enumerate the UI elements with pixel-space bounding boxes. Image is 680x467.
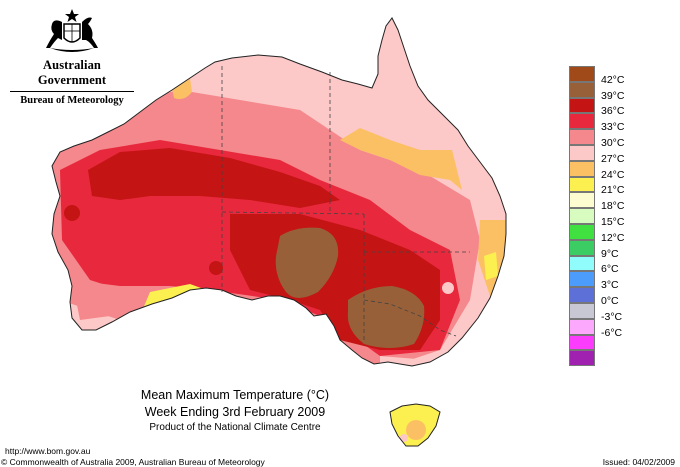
legend-item: 21°C: [569, 184, 669, 209]
legend-swatch: [569, 287, 595, 303]
mainland-temperature-zones: [52, 18, 506, 366]
government-name: Australian Government: [37, 58, 107, 87]
legend-item: 3°C: [569, 279, 669, 303]
legend-item: 12°C: [569, 232, 669, 256]
legend-item: 36°C: [569, 105, 669, 130]
legend-label: 30°C: [601, 136, 625, 149]
legend-swatch: [569, 350, 595, 367]
website-link[interactable]: http://www.bom.gov.au: [5, 446, 91, 456]
legend-item: 9°C: [569, 248, 669, 272]
temperature-map: [51, 17, 507, 447]
legend-item: [569, 66, 669, 82]
legend-swatch: [569, 223, 595, 240]
legend-swatch: [569, 318, 595, 335]
legend-item: 33°C: [569, 121, 669, 145]
legend-swatch: [569, 66, 595, 82]
legend-label: 42°C: [601, 73, 625, 86]
tasmania-temperature-zones: [390, 404, 440, 446]
legend-item: [569, 350, 669, 367]
legend-item: 18°C: [569, 200, 669, 224]
legend-label: 9°C: [601, 247, 619, 260]
legend-label: -3°C: [601, 310, 623, 323]
legend-swatch: [569, 208, 595, 224]
temperature-legend: 42°C 39°C 36°C 33°C 30°C 27°C 24°C 21°C 18°C 15°C…: [569, 66, 669, 367]
legend-swatch: [569, 176, 595, 193]
legend-label: 33°C: [601, 121, 625, 134]
legend-item: 0°C: [569, 295, 669, 319]
legend-item: -3°C: [569, 311, 669, 335]
map-title: Mean Maximum Temperature (°C): [140, 388, 330, 402]
legend-label: 3°C: [601, 279, 619, 292]
legend-label: 24°C: [601, 168, 625, 181]
legend-swatch: [569, 144, 595, 161]
legend-swatch: [569, 113, 595, 130]
legend-swatch: [569, 129, 595, 145]
legend-swatch: [569, 97, 595, 114]
legend-swatch: [569, 239, 595, 256]
legend-swatch: [569, 334, 595, 351]
issued-date: Issued: 04/02/2009: [602, 457, 675, 467]
legend-label: 6°C: [601, 263, 619, 276]
copyright-text: © Commonwealth of Australia 2009, Austra…: [1, 457, 265, 467]
legend-label: 39°C: [601, 89, 625, 102]
legend-swatch: [569, 192, 595, 209]
bureau-name: Bureau of Meteorology: [10, 91, 134, 106]
state-borders: [221, 66, 470, 342]
legend-item: 27°C: [569, 153, 669, 177]
map-title-block: Mean Maximum Temperature (°C) Week Endin…: [110, 388, 360, 433]
legend-label: 18°C: [601, 200, 625, 213]
legend-item: -6°C: [569, 327, 669, 351]
legend-label: 21°C: [601, 184, 625, 197]
map-subtitle: Week Ending 3rd February 2009: [144, 405, 326, 419]
coat-of-arms-icon: [46, 9, 98, 52]
legend-swatch: [569, 255, 595, 272]
legend-label: 12°C: [601, 231, 625, 244]
legend-swatch: [569, 302, 595, 319]
government-logo: Australian Government Bureau of Meteorol…: [10, 8, 134, 106]
legend-item: 15°C: [569, 216, 669, 240]
legend-label: -6°C: [601, 326, 623, 339]
legend-item: 39°C: [569, 90, 669, 114]
legend-label: 0°C: [601, 294, 619, 307]
legend-swatch: [569, 271, 595, 288]
legend-swatch: [569, 81, 595, 98]
map-product-note: Product of the National Climate Centre: [149, 422, 321, 433]
legend-label: 27°C: [601, 152, 625, 165]
legend-item: 6°C: [569, 263, 669, 288]
legend-swatch: [569, 160, 595, 177]
legend-label: 15°C: [601, 215, 625, 228]
legend-item: 30°C: [569, 137, 669, 161]
legend-item: 24°C: [569, 169, 669, 193]
legend-item: 42°C: [569, 74, 669, 98]
legend-label: 36°C: [601, 105, 625, 118]
